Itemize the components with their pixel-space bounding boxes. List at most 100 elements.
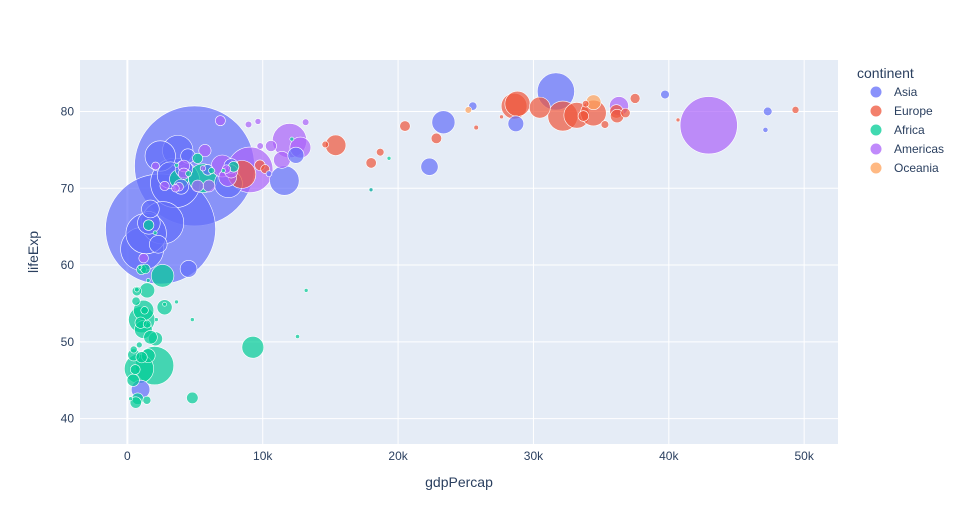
legend-marker-oceania[interactable] xyxy=(870,162,882,174)
data-point-americas[interactable] xyxy=(215,115,226,127)
data-point-europe[interactable] xyxy=(399,120,411,132)
data-point-africa[interactable] xyxy=(162,301,167,307)
data-point-europe[interactable] xyxy=(365,157,377,169)
legend-label-africa[interactable]: Africa xyxy=(894,123,925,137)
legend-marker-europe[interactable] xyxy=(870,105,882,117)
data-point-africa[interactable] xyxy=(174,299,179,305)
data-point-africa[interactable] xyxy=(156,299,173,316)
data-point-africa[interactable] xyxy=(190,317,195,322)
data-point-americas[interactable] xyxy=(191,179,204,193)
data-point-africa[interactable] xyxy=(368,187,374,193)
data-point-asia[interactable] xyxy=(660,89,670,100)
data-point-asia[interactable] xyxy=(287,146,305,164)
data-point-africa[interactable] xyxy=(185,170,192,177)
data-point-americas[interactable] xyxy=(159,180,170,191)
data-point-europe[interactable] xyxy=(504,90,531,117)
data-point-africa[interactable] xyxy=(145,278,151,283)
legend-label-europe[interactable]: Europe xyxy=(894,104,933,118)
data-point-africa[interactable] xyxy=(140,306,149,315)
data-point-europe[interactable] xyxy=(430,132,442,144)
data-point-americas[interactable] xyxy=(256,142,264,150)
data-point-americas[interactable] xyxy=(138,253,149,264)
data-point-africa[interactable] xyxy=(241,335,265,359)
y-tick-label: 40 xyxy=(61,412,75,426)
y-tick-label: 50 xyxy=(61,335,75,349)
data-point-africa[interactable] xyxy=(129,396,142,409)
data-point-africa[interactable] xyxy=(140,263,151,275)
data-point-americas[interactable] xyxy=(198,144,212,158)
data-point-americas[interactable] xyxy=(265,140,277,152)
data-point-asia[interactable] xyxy=(762,126,769,133)
data-point-asia[interactable] xyxy=(269,165,300,196)
data-points[interactable] xyxy=(105,72,800,409)
data-point-oceania[interactable] xyxy=(464,106,472,114)
data-point-europe[interactable] xyxy=(376,148,385,157)
data-point-americas[interactable] xyxy=(301,118,310,126)
legend-label-oceania[interactable]: Oceania xyxy=(894,161,939,175)
data-point-africa[interactable] xyxy=(221,168,226,173)
data-point-americas[interactable] xyxy=(254,118,262,125)
data-point-africa[interactable] xyxy=(137,265,143,270)
data-point-asia[interactable] xyxy=(265,170,273,177)
data-point-africa[interactable] xyxy=(142,319,152,329)
data-point-africa[interactable] xyxy=(303,288,309,293)
data-point-africa[interactable] xyxy=(131,296,141,306)
data-point-asia[interactable] xyxy=(149,235,168,254)
data-point-asia[interactable] xyxy=(141,199,160,219)
data-point-africa[interactable] xyxy=(192,152,204,164)
data-point-americas[interactable] xyxy=(199,165,206,172)
data-point-americas[interactable] xyxy=(151,161,160,171)
data-point-africa[interactable] xyxy=(174,162,179,168)
data-point-asia[interactable] xyxy=(507,115,525,132)
x-tick-label: 30k xyxy=(524,449,544,463)
legend-marker-africa[interactable] xyxy=(870,124,882,136)
data-point-africa[interactable] xyxy=(135,351,148,364)
data-point-africa[interactable] xyxy=(186,391,199,405)
x-tick-labels: 0 10k 20k 30k 40k 50k xyxy=(124,449,815,463)
data-point-africa[interactable] xyxy=(126,373,140,387)
data-point-asia[interactable] xyxy=(420,157,439,176)
data-point-europe[interactable] xyxy=(577,110,590,122)
legend-marker-asia[interactable] xyxy=(870,86,882,98)
data-point-asia[interactable] xyxy=(179,260,198,278)
data-point-africa[interactable] xyxy=(143,330,158,345)
legend-label-americas[interactable]: Americas xyxy=(894,142,944,156)
data-point-africa[interactable] xyxy=(142,395,152,405)
data-point-africa[interactable] xyxy=(128,396,133,401)
data-point-asia[interactable] xyxy=(763,106,773,117)
data-point-europe[interactable] xyxy=(791,106,800,114)
y-tick-label: 70 xyxy=(61,181,75,195)
data-point-europe[interactable] xyxy=(600,120,610,129)
legend: continent Asia Europe Africa Americas Oceani… xyxy=(857,65,944,175)
data-point-africa[interactable] xyxy=(295,334,300,339)
data-point-americas[interactable] xyxy=(244,120,253,129)
data-point-africa[interactable] xyxy=(134,286,140,293)
data-point-europe[interactable] xyxy=(675,117,681,123)
data-point-africa[interactable] xyxy=(152,230,158,236)
data-point-europe[interactable] xyxy=(620,107,631,119)
x-tick-label: 40k xyxy=(659,449,679,463)
data-point-europe[interactable] xyxy=(529,96,551,119)
data-point-europe[interactable] xyxy=(629,93,641,104)
data-point-africa[interactable] xyxy=(129,364,141,375)
data-point-americas[interactable] xyxy=(202,179,216,193)
data-point-asia[interactable] xyxy=(431,110,456,135)
data-point-africa[interactable] xyxy=(143,219,155,231)
data-point-africa[interactable] xyxy=(289,136,295,142)
data-point-europe[interactable] xyxy=(582,100,590,108)
data-point-africa[interactable] xyxy=(136,341,143,349)
x-axis-title: gdpPercap xyxy=(425,474,493,490)
legend-marker-americas[interactable] xyxy=(870,143,882,155)
data-point-europe[interactable] xyxy=(321,140,329,149)
data-point-africa[interactable] xyxy=(150,264,175,288)
data-point-africa[interactable] xyxy=(386,156,392,161)
data-point-africa[interactable] xyxy=(129,345,138,354)
data-point-europe[interactable] xyxy=(473,124,479,131)
legend-label-asia[interactable]: Asia xyxy=(894,85,918,99)
data-point-americas[interactable] xyxy=(171,184,180,193)
data-point-americas[interactable] xyxy=(679,96,738,155)
data-point-africa[interactable] xyxy=(139,282,156,299)
data-point-africa[interactable] xyxy=(208,167,215,174)
data-point-europe[interactable] xyxy=(499,114,504,120)
data-point-africa[interactable] xyxy=(154,317,159,322)
